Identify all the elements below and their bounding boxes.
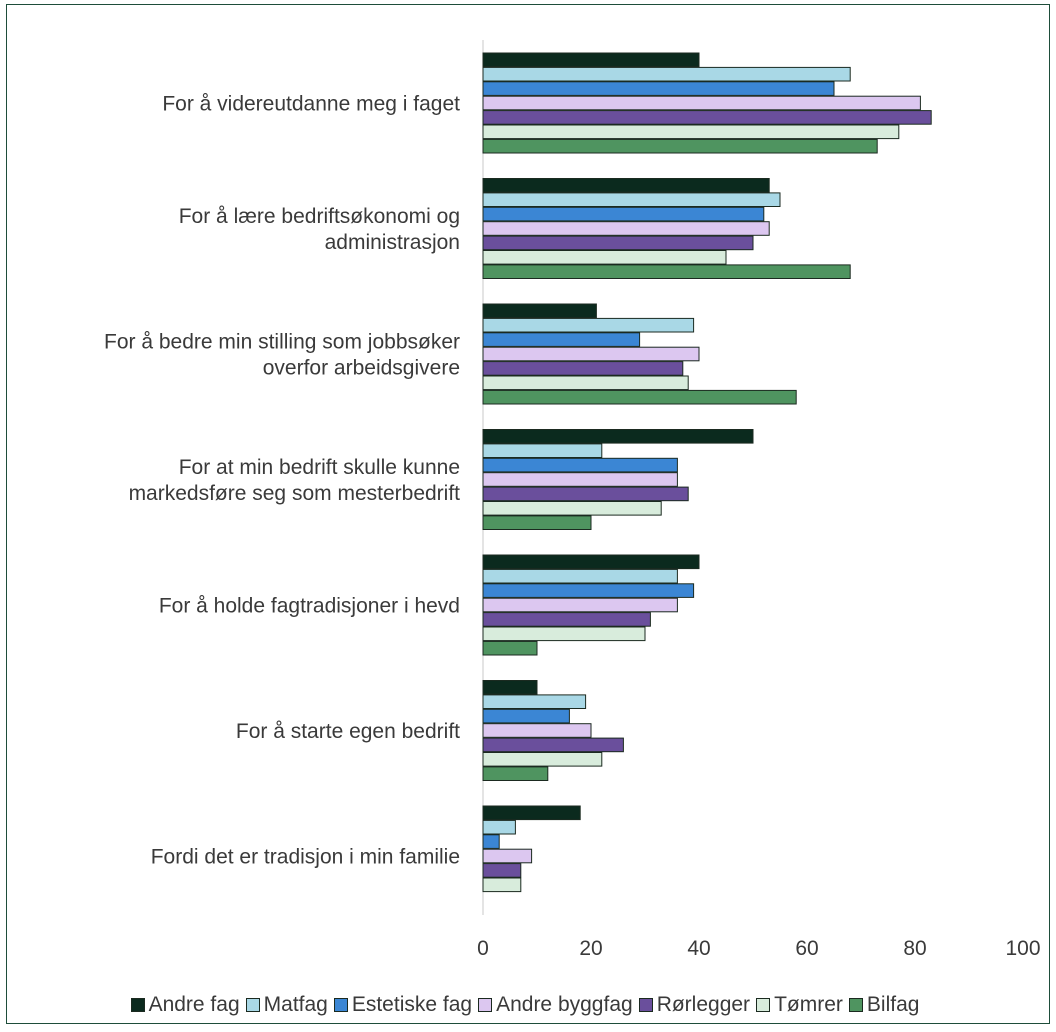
bar-tømrer-4 <box>482 626 646 642</box>
legend-swatch <box>638 998 653 1012</box>
legend-label: Andre fag <box>148 993 240 1016</box>
category-label: For å bedre min stilling som jobbsøker ov… <box>104 330 460 379</box>
legend-item: Rørlegger <box>638 993 751 1017</box>
legend-label: Estetiske fag <box>351 993 473 1016</box>
legend-swatch <box>478 998 493 1012</box>
bar-tømrer-6 <box>482 877 522 893</box>
bar-andre-byggfag-0 <box>482 95 921 111</box>
bar-rørlegger-6 <box>482 863 522 878</box>
category-label: Fordi det er tradisjon i min familie <box>151 845 460 868</box>
bar-estetiske-fag-6 <box>482 834 500 849</box>
bar-rørlegger-2 <box>482 361 684 376</box>
legend-label: Bilfag <box>866 993 920 1016</box>
bar-andre-byggfag-1 <box>482 221 770 236</box>
bar-estetiske-fag-2 <box>482 332 641 347</box>
category-label: For å starte egen bedrift <box>236 720 460 743</box>
bar-matfag-0 <box>482 66 851 82</box>
legend-item: Andre fag <box>130 993 240 1017</box>
category-label: For å holde fagtradisjoner i hevd <box>159 594 460 617</box>
bar-rørlegger-4 <box>482 612 651 627</box>
x-tick-label: 40 <box>687 937 710 960</box>
bar-andre-byggfag-6 <box>482 848 533 864</box>
bar-andre-fag-4 <box>482 554 700 570</box>
bar-matfag-1 <box>482 192 781 207</box>
bar-estetiske-fag-3 <box>482 457 678 473</box>
bar-matfag-4 <box>482 568 678 584</box>
bar-tømrer-3 <box>482 501 662 516</box>
bar-bilfag-3 <box>482 515 592 531</box>
bar-andre-fag-0 <box>482 52 700 68</box>
bar-chart: For å videreutdanne meg i faget For å lær… <box>104 40 1041 960</box>
category-label: For at min bedrift skulle kunne markedsfø… <box>129 456 461 505</box>
legend-item: Andre byggfag <box>478 993 633 1017</box>
bar-andre-byggfag-2 <box>482 346 700 362</box>
bar-estetiske-fag-0 <box>482 81 835 96</box>
bar-bilfag-0 <box>482 138 878 154</box>
bar-tømrer-5 <box>482 752 603 767</box>
x-tick-label: 0 <box>477 937 489 960</box>
bar-andre-fag-2 <box>482 303 597 319</box>
legend-swatch <box>245 998 260 1012</box>
bar-rørlegger-5 <box>482 737 624 753</box>
bar-bilfag-5 <box>482 766 549 782</box>
legend-item: Matfag <box>245 993 328 1017</box>
bar-andre-byggfag-4 <box>482 597 678 613</box>
legend-item: Estetiske fag <box>333 993 473 1017</box>
bar-andre-byggfag-3 <box>482 472 678 487</box>
x-tick-label: 20 <box>579 937 602 960</box>
bar-matfag-5 <box>482 694 587 710</box>
category-label: For å lære bedriftsøkonomi og administras… <box>179 205 460 254</box>
legend-swatch <box>333 998 348 1012</box>
legend-label: Rørlegger <box>656 993 751 1016</box>
bar-matfag-2 <box>482 317 695 333</box>
bar-tømrer-0 <box>482 124 900 140</box>
bar-andre-fag-6 <box>482 805 581 821</box>
legend-swatch <box>130 998 145 1012</box>
bar-rørlegger-3 <box>482 486 689 502</box>
legend-item: Bilfag <box>848 993 920 1017</box>
x-tick-label: 60 <box>795 937 818 960</box>
x-tick-label: 80 <box>903 937 926 960</box>
bar-andre-byggfag-5 <box>482 723 592 738</box>
bar-andre-fag-3 <box>482 429 754 444</box>
legend-label: Matfag <box>263 993 328 1016</box>
bar-tømrer-2 <box>482 375 689 391</box>
legend: Andre fag Matfag Estetiske fag Andre byggfa… <box>0 990 1056 1020</box>
legend-swatch <box>756 998 771 1012</box>
category-label: For å videreutdanne meg i faget <box>162 92 460 115</box>
bar-bilfag-2 <box>482 389 797 405</box>
bar-tømrer-1 <box>482 250 727 265</box>
legend-label: Tømrer <box>774 993 843 1016</box>
legend-item: Tømrer <box>756 993 843 1017</box>
bar-matfag-6 <box>482 819 516 835</box>
bar-bilfag-4 <box>482 640 538 656</box>
bar-bilfag-1 <box>482 264 851 279</box>
bar-rørlegger-0 <box>482 110 932 125</box>
legend-swatch <box>848 998 863 1012</box>
bar-matfag-3 <box>482 443 603 458</box>
bar-rørlegger-1 <box>482 235 754 251</box>
legend-label: Andre byggfag <box>496 993 633 1016</box>
bar-estetiske-fag-4 <box>482 583 695 598</box>
x-tick-label: 100 <box>1005 937 1040 960</box>
bar-andre-fag-5 <box>482 680 538 695</box>
bar-estetiske-fag-5 <box>482 708 570 724</box>
bar-estetiske-fag-1 <box>482 206 765 222</box>
bar-andre-fag-1 <box>482 178 770 193</box>
